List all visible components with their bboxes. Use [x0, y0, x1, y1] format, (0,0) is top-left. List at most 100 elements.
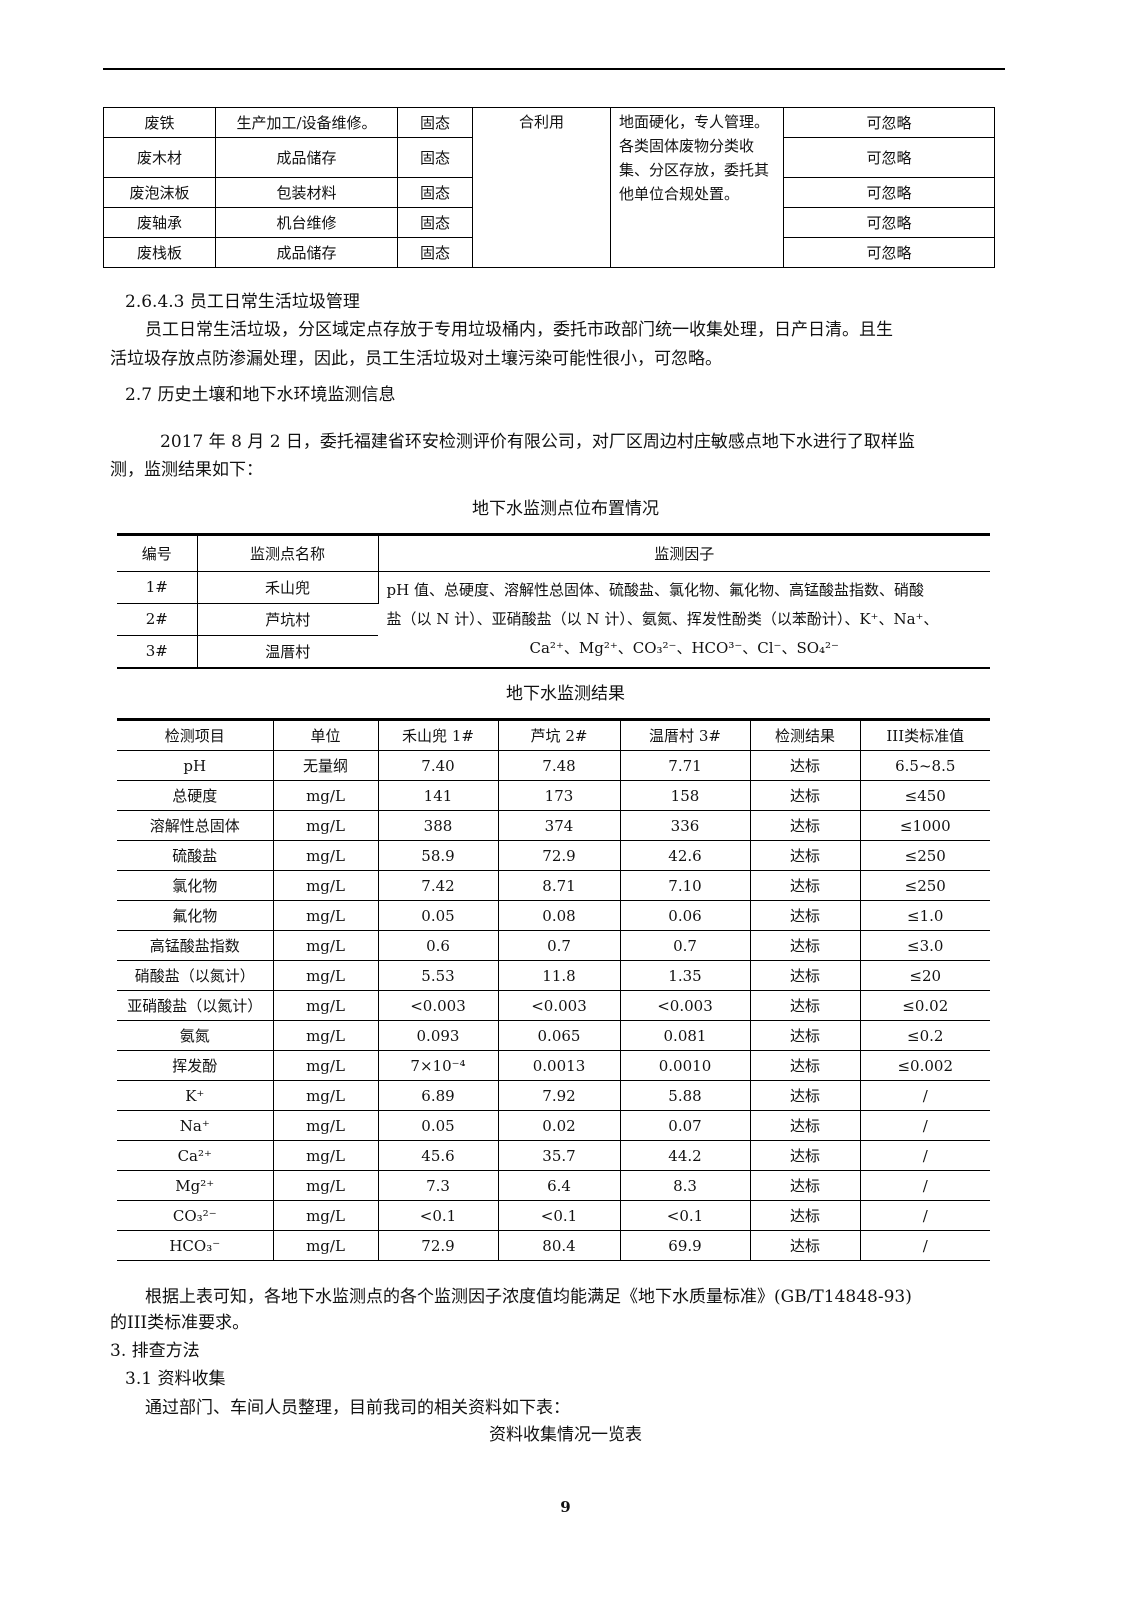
table-cell: ≤0.02 [859, 990, 990, 1021]
waste-state: 固态 [397, 237, 473, 268]
table-cell: 挥发酚 [117, 1050, 274, 1081]
table-row: HCO₃⁻ mg/L 72.9 80.4 69.9 达标 / [117, 1230, 990, 1261]
table-cell: 7.10 [619, 870, 751, 901]
table-cell: 0.08 [497, 900, 621, 931]
table-cell: 72.9 [497, 840, 621, 871]
table-cell: 7.42 [377, 870, 499, 901]
table-cell: 达标 [749, 990, 861, 1021]
table-cell: 氨氮 [117, 1020, 274, 1051]
table-row: 硫酸盐 mg/L 58.9 72.9 42.6 达标 ≤250 [117, 840, 990, 871]
table-cell: 达标 [749, 960, 861, 991]
table-cell: 高锰酸盐指数 [117, 930, 274, 961]
point-name: 禾山兜 [197, 571, 379, 604]
table-cell: / [859, 1080, 990, 1111]
table-cell: 达标 [749, 1230, 861, 1261]
table-cell: <0.1 [377, 1200, 499, 1231]
table-row: 总硬度 mg/L 141 173 158 达标 ≤450 [117, 780, 990, 811]
table-cell: <0.003 [497, 990, 621, 1021]
factors-line: pH 值、总硬度、溶解性总固体、硫酸盐、氯化物、氟化物、高锰酸盐指数、硝酸 [386, 581, 924, 599]
waste-state: 固态 [397, 107, 473, 138]
table-cell: ≤250 [859, 840, 990, 871]
table-cell: mg/L [272, 1050, 379, 1081]
waste-name: 废泡沫板 [103, 177, 216, 208]
subsection-heading: 3.1 资料收集 [125, 1369, 226, 1389]
table-cell: ≤450 [859, 780, 990, 811]
waste-name: 废木材 [103, 137, 216, 178]
table-cell: 8.3 [619, 1170, 751, 1201]
management-measures: 地面硬化，专人管理。各类固体废物分类收集、分区存放，委托其他单位合规处置。 [610, 107, 784, 268]
table-row: 废铁 生产加工/设备维修。 固态 合利用 地面硬化，专人管理。各类固体废物分类收集、分区… [103, 107, 995, 268]
table-cell: CO₃²⁻ [117, 1200, 274, 1231]
table-cell: 0.05 [377, 1110, 499, 1141]
table-cell: 达标 [749, 1170, 861, 1201]
table-cell: 达标 [749, 750, 861, 781]
header-cell: 禾山兜 1# [377, 719, 499, 751]
table-cell: 0.093 [377, 1020, 499, 1051]
table-cell: K⁺ [117, 1080, 274, 1111]
table-cell: 158 [619, 780, 751, 811]
table-cell: 0.0013 [497, 1050, 621, 1081]
table-row: 高锰酸盐指数 mg/L 0.6 0.7 0.7 达标 ≤3.0 [117, 930, 990, 961]
table-cell: mg/L [272, 780, 379, 811]
paragraph: 员工日常生活垃圾，分区域定点存放于专用垃圾桶内，委托市政部门统一收集处理，日产日… [145, 320, 893, 340]
table-cell: 7.71 [619, 750, 751, 781]
table-cell: 7.92 [497, 1080, 621, 1111]
header-cell: 监测因子 [378, 534, 990, 572]
table-row: Na⁺ mg/L 0.05 0.02 0.07 达标 / [117, 1110, 990, 1141]
table-cell: HCO₃⁻ [117, 1230, 274, 1261]
table-cell: 达标 [749, 1140, 861, 1171]
table-cell: <0.003 [377, 990, 499, 1021]
table-cell: 374 [497, 810, 621, 841]
table-row: 氟化物 mg/L 0.05 0.08 0.06 达标 ≤1.0 [117, 900, 990, 931]
table-cell: 6.4 [497, 1170, 621, 1201]
table-cell: 7.3 [377, 1170, 499, 1201]
table-cell: 0.6 [377, 930, 499, 961]
waste-table: 废铁 生产加工/设备维修。 固态 合利用 地面硬化，专人管理。各类固体废物分类收集、分区… [103, 107, 995, 268]
table-cell: 氯化物 [117, 870, 274, 901]
header-cell: 编号 [117, 534, 198, 572]
table-cell: 达标 [749, 870, 861, 901]
waste-state: 固态 [397, 207, 473, 238]
disposal-method: 合利用 [472, 107, 611, 268]
table-row: 挥发酚 mg/L 7×10⁻⁴ 0.0013 0.0010 达标 ≤0.002 [117, 1050, 990, 1081]
monitoring-results-table: 检测项目 单位 禾山兜 1# 芦坑 2# 温厝村 3# 检测结果 III类标准值 pH 无量纲 7… [117, 718, 990, 1261]
table-cell: / [859, 1170, 990, 1201]
table-caption: 资料收集情况一览表 [489, 1425, 642, 1445]
table-cell: 7.40 [377, 750, 499, 781]
table-cell: 1.35 [619, 960, 751, 991]
waste-source: 机台维修 [215, 207, 398, 238]
table-cell: 173 [497, 780, 621, 811]
table-cell: 5.53 [377, 960, 499, 991]
paragraph: 活垃圾存放点防渗漏处理，因此，员工生活垃圾对土壤污染可能性很小，可忽略。 [110, 349, 722, 369]
table-cell: 0.7 [497, 930, 621, 961]
waste-source: 生产加工/设备维修。 [215, 107, 398, 138]
table-cell: Mg²⁺ [117, 1170, 274, 1201]
table-cell: 达标 [749, 1110, 861, 1141]
monitoring-points-table: 编号 监测点名称 监测因子 1# 禾山兜 pH 值、总硬度、溶解性总固体、硫酸盐、氯化… [117, 533, 990, 669]
table-cell: 0.07 [619, 1110, 751, 1141]
table-cell: 总硬度 [117, 780, 274, 811]
header-cell: 检测结果 [749, 719, 861, 751]
table-cell: pH [117, 750, 274, 781]
table-cell: 0.065 [497, 1020, 621, 1051]
table-cell: 45.6 [377, 1140, 499, 1171]
table-cell: 达标 [749, 900, 861, 931]
table-cell: / [859, 1140, 990, 1171]
table-cell: mg/L [272, 900, 379, 931]
table-cell: 0.02 [497, 1110, 621, 1141]
header-cell: 温厝村 3# [619, 719, 751, 751]
paragraph: 的III类标准要求。 [110, 1313, 250, 1333]
table-row: 氯化物 mg/L 7.42 8.71 7.10 达标 ≤250 [117, 870, 990, 901]
table-cell: mg/L [272, 990, 379, 1021]
header-cell: III类标准值 [859, 719, 990, 751]
table-cell: 5.88 [619, 1080, 751, 1111]
table-cell: <0.1 [497, 1200, 621, 1231]
table-cell: <0.1 [619, 1200, 751, 1231]
impact: 可忽略 [783, 237, 995, 268]
table-cell: ≤250 [859, 870, 990, 901]
table-cell: mg/L [272, 1170, 379, 1201]
factors-line: Ca²⁺、Mg²⁺、CO₃²⁻、HCO³⁻、Cl⁻、SO₄²⁻ [529, 639, 839, 657]
impact: 可忽略 [783, 107, 995, 138]
table-cell: ≤3.0 [859, 930, 990, 961]
table-row: 硝酸盐（以氮计） mg/L 5.53 11.8 1.35 达标 ≤20 [117, 960, 990, 991]
